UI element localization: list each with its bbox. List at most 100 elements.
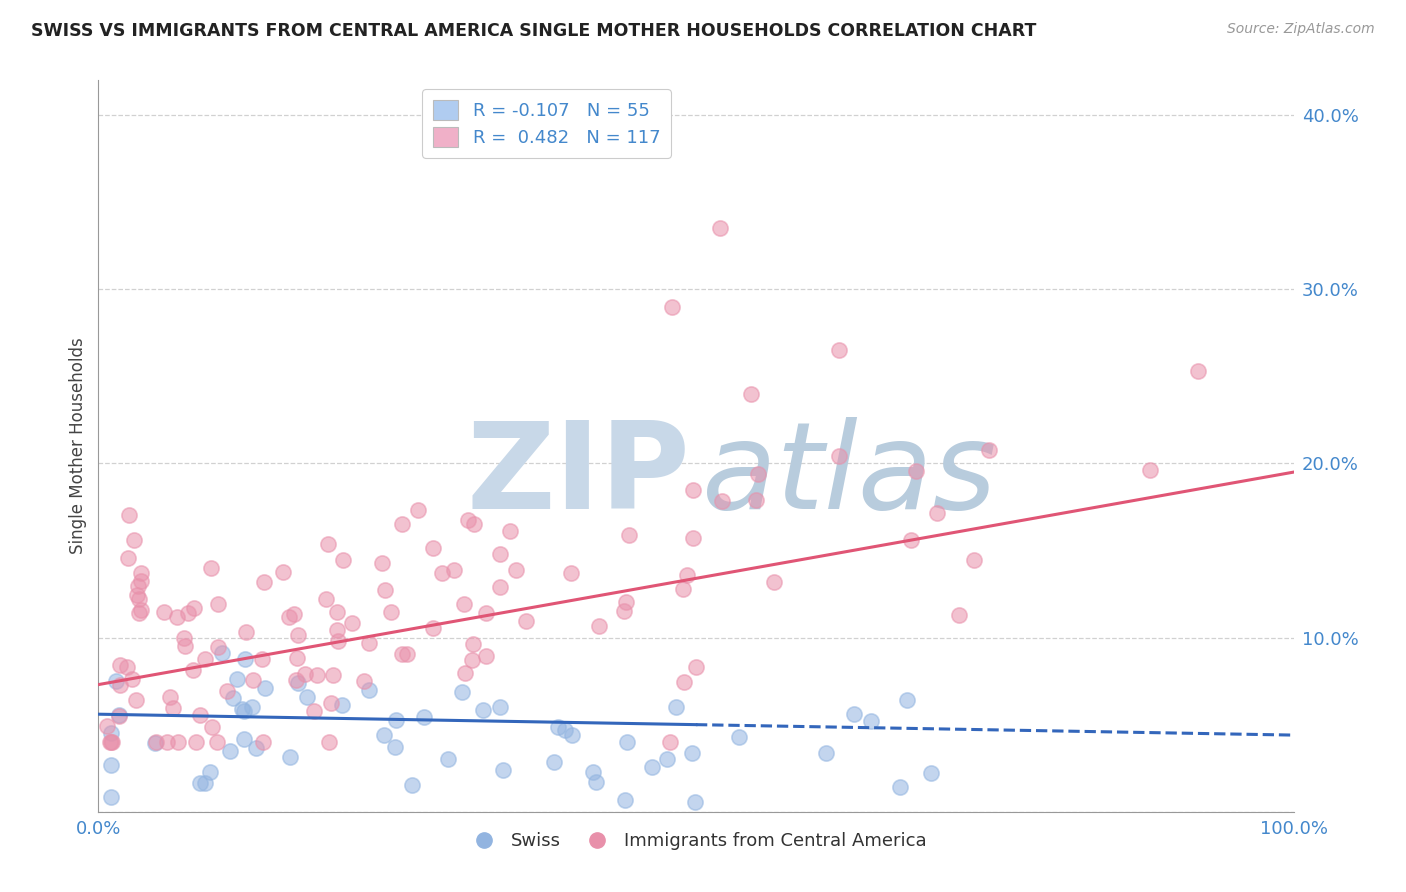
Point xyxy=(585,774,607,789)
Point xyxy=(145,735,167,749)
Point xyxy=(207,597,229,611)
Point xyxy=(489,580,512,594)
Point xyxy=(174,639,197,653)
Point xyxy=(547,720,569,734)
Point xyxy=(515,615,537,629)
Point xyxy=(655,752,678,766)
Point xyxy=(340,616,363,631)
Point xyxy=(240,699,263,714)
Point xyxy=(641,760,664,774)
Point xyxy=(325,623,347,637)
Point xyxy=(925,506,948,520)
Point xyxy=(108,707,131,722)
Point xyxy=(143,736,166,750)
Point xyxy=(616,735,638,749)
Point xyxy=(105,673,128,688)
Y-axis label: Single Mother Households: Single Mother Households xyxy=(69,338,87,554)
Point xyxy=(461,653,484,667)
Point xyxy=(682,531,704,545)
Point xyxy=(226,672,249,686)
Point xyxy=(489,547,512,561)
Point xyxy=(860,714,883,728)
Point xyxy=(194,652,217,666)
Point xyxy=(499,524,522,538)
Point xyxy=(181,664,204,678)
Point xyxy=(245,741,267,756)
Point xyxy=(762,574,785,589)
Point xyxy=(842,706,865,721)
Point xyxy=(305,668,328,682)
Point xyxy=(659,735,682,749)
Point xyxy=(685,660,707,674)
Point xyxy=(353,673,375,688)
Point xyxy=(127,579,149,593)
Point xyxy=(588,618,610,632)
Point xyxy=(233,652,256,666)
Point xyxy=(294,667,316,681)
Point xyxy=(463,516,485,531)
Point xyxy=(319,696,342,710)
Point xyxy=(475,648,498,663)
Point xyxy=(194,775,217,789)
Point xyxy=(889,780,911,794)
Point xyxy=(682,483,704,498)
Point xyxy=(326,605,349,619)
Point xyxy=(665,700,688,714)
Point xyxy=(683,796,706,810)
Point xyxy=(232,704,254,718)
Point xyxy=(401,778,423,792)
Point xyxy=(219,744,242,758)
Point xyxy=(489,700,512,714)
Point xyxy=(814,746,837,760)
Point xyxy=(129,574,152,588)
Point xyxy=(463,636,485,650)
Point xyxy=(614,595,637,609)
Point xyxy=(107,709,129,723)
Point xyxy=(115,660,138,674)
Point xyxy=(385,713,408,727)
Point xyxy=(188,707,211,722)
Point xyxy=(316,537,339,551)
Point xyxy=(207,640,229,655)
Point xyxy=(98,735,121,749)
Point xyxy=(283,607,305,621)
Point xyxy=(492,764,515,778)
Point xyxy=(295,690,318,704)
Point xyxy=(318,735,340,749)
Point xyxy=(380,605,402,619)
Point xyxy=(676,567,699,582)
Point xyxy=(250,651,273,665)
Point xyxy=(167,735,190,749)
Point xyxy=(373,727,395,741)
Point xyxy=(198,764,221,779)
Point xyxy=(201,720,224,734)
Point xyxy=(357,635,380,649)
Point xyxy=(740,387,762,401)
Point xyxy=(374,582,396,597)
Point xyxy=(188,776,211,790)
Point xyxy=(422,621,444,635)
Point xyxy=(117,551,139,566)
Point xyxy=(617,528,640,542)
Point xyxy=(828,450,851,464)
Point xyxy=(96,719,118,733)
Point xyxy=(153,606,176,620)
Point xyxy=(422,541,444,555)
Point xyxy=(326,634,349,648)
Point xyxy=(412,710,434,724)
Point xyxy=(222,690,245,705)
Point xyxy=(613,604,636,618)
Point xyxy=(205,735,228,749)
Point xyxy=(200,561,222,575)
Point xyxy=(122,533,145,548)
Point xyxy=(561,729,583,743)
Point xyxy=(285,673,308,687)
Point xyxy=(905,465,928,479)
Point xyxy=(661,300,683,314)
Point xyxy=(124,693,146,707)
Point xyxy=(728,730,751,744)
Text: ZIP: ZIP xyxy=(467,417,690,533)
Point xyxy=(183,601,205,615)
Point xyxy=(391,516,413,531)
Point xyxy=(505,563,527,577)
